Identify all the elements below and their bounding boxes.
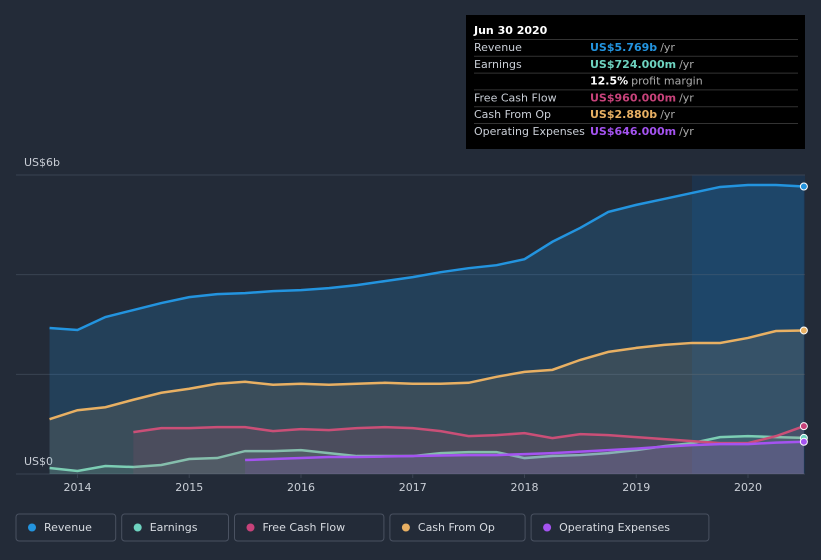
tooltip-unit: /yr	[679, 125, 694, 138]
tooltip-unit: /yr	[679, 58, 694, 71]
legend-item[interactable]: Free Cash Flow	[234, 513, 385, 542]
tooltip-label: Free Cash Flow	[474, 91, 557, 104]
tooltip-label: Earnings	[474, 58, 522, 71]
tooltip-value: US$646.000m/yr	[590, 125, 694, 138]
series-line	[49, 183, 804, 332]
x-tick-label: 2019	[622, 481, 650, 494]
x-tick-label: 2014	[63, 481, 91, 494]
x-tick-label: 2015	[175, 481, 203, 494]
tooltip-label: Revenue	[474, 41, 522, 54]
tooltip-value-text: US$5.769b	[590, 41, 657, 54]
tooltip-value: US$5.769b/yr	[590, 41, 675, 54]
tooltip-value-text: US$724.000m	[590, 58, 676, 71]
end-dot	[799, 326, 808, 335]
legend-label: Cash From Op	[418, 521, 495, 534]
tooltip-value-text: 12.5%	[590, 75, 628, 88]
series-area	[49, 330, 804, 474]
tooltip: Jun 30 2020 Revenue US$5.769b/yr Earnings US…	[466, 15, 805, 149]
end-dot	[799, 182, 808, 191]
legend-swatch	[28, 523, 36, 532]
series-line	[133, 424, 805, 445]
legend-swatch	[246, 523, 255, 532]
legend-item[interactable]: Cash From Op	[389, 513, 526, 542]
series-line	[49, 329, 804, 421]
x-tick-label: 2018	[510, 481, 538, 494]
tooltip-unit: /yr	[660, 41, 675, 54]
tooltip-value-text: US$2.880b	[590, 108, 657, 121]
tooltip-value: US$724.000m/yr	[590, 58, 694, 71]
tooltip-unit: /yr	[660, 108, 675, 121]
tooltip-date: Jun 30 2020	[473, 24, 548, 37]
tooltip-value: US$2.880b/yr	[590, 108, 675, 121]
legend-box	[121, 513, 229, 542]
legend-item[interactable]: Earnings	[121, 513, 229, 542]
legend-swatch	[133, 523, 142, 532]
legend-swatch	[543, 523, 552, 532]
legend-label: Earnings	[150, 521, 198, 534]
legend-item[interactable]: Revenue	[15, 513, 117, 542]
tooltip-label: Cash From Op	[474, 108, 551, 121]
tooltip-label: Operating Expenses	[474, 125, 585, 138]
legend-swatch	[401, 523, 410, 532]
x-tick-label: 2017	[399, 481, 427, 494]
x-tick-label: 2020	[734, 481, 762, 494]
series-area	[49, 184, 804, 474]
y-tick-label: US$6b	[24, 156, 60, 169]
tooltip-value-text: US$960.000m	[590, 91, 676, 104]
legend-label: Free Cash Flow	[263, 521, 346, 534]
legend-box	[15, 513, 117, 542]
legend-box	[389, 513, 526, 542]
end-dot	[799, 437, 808, 446]
series-line	[245, 440, 804, 462]
tooltip-value: US$960.000m/yr	[590, 91, 694, 104]
tooltip-value: 12.5% profit margin	[590, 75, 703, 88]
legend-box	[530, 513, 710, 542]
series-area	[245, 441, 804, 474]
legend-label: Revenue	[44, 521, 92, 534]
legend-label: Operating Expenses	[559, 521, 670, 534]
legend-box	[234, 513, 385, 542]
y-tick-label: US$0	[24, 455, 53, 468]
x-tick-label: 2016	[287, 481, 315, 494]
legend-item[interactable]: Operating Expenses	[530, 513, 710, 542]
highlight-band	[692, 175, 805, 474]
tooltip-value-text: US$646.000m	[590, 125, 676, 138]
tooltip-unit: profit margin	[631, 75, 703, 88]
tooltip-box	[466, 15, 805, 149]
tooltip-unit: /yr	[679, 91, 694, 104]
end-dot	[799, 422, 808, 431]
